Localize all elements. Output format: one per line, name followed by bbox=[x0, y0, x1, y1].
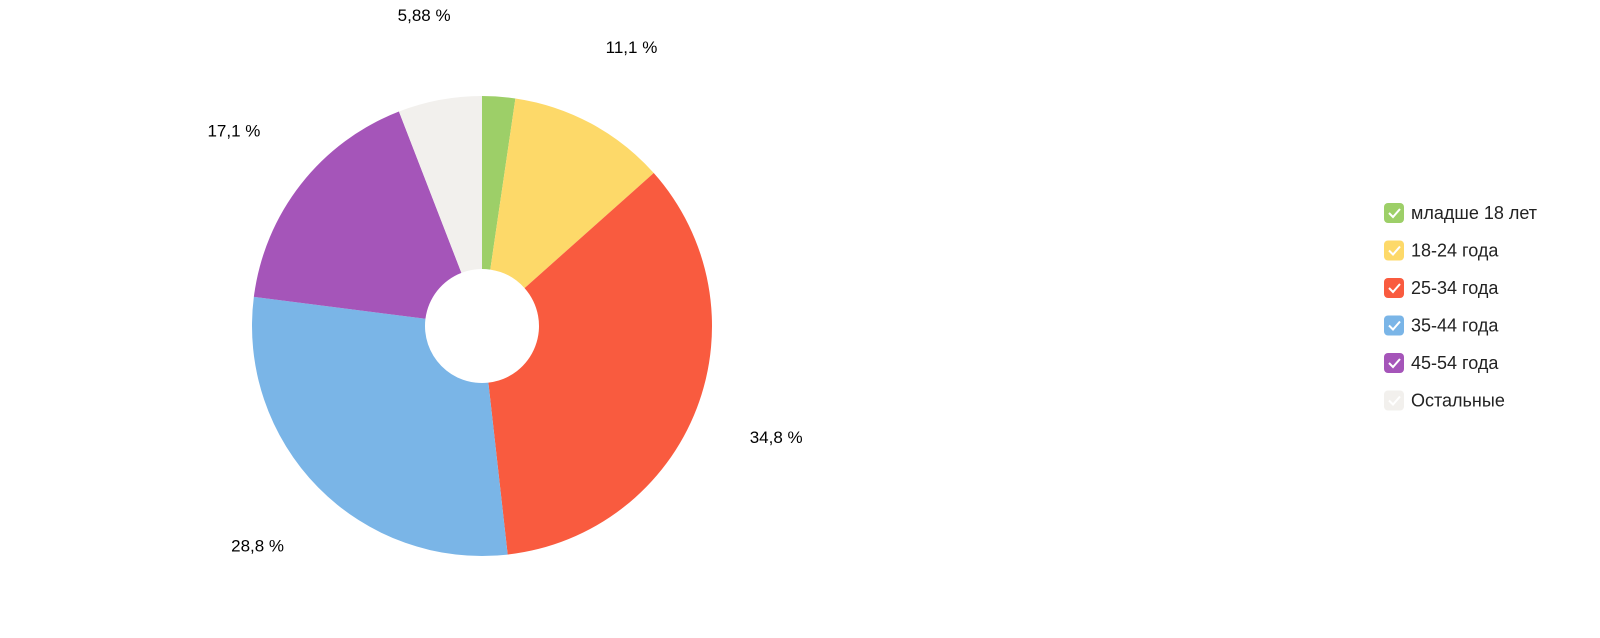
slice bbox=[488, 173, 712, 555]
legend-label: Остальные bbox=[1411, 390, 1505, 410]
value-label: 34,8 % bbox=[750, 428, 803, 447]
legend-checkbox[interactable] bbox=[1384, 353, 1404, 373]
legend-label: 45-54 года bbox=[1411, 353, 1499, 373]
legend-label: 35-44 года bbox=[1411, 315, 1499, 335]
slice bbox=[253, 111, 462, 319]
legend-item[interactable]: 45-54 года bbox=[1384, 353, 1499, 373]
legend-checkbox[interactable] bbox=[1384, 315, 1404, 336]
legend-item[interactable]: младше 18 лет bbox=[1384, 203, 1537, 223]
value-label: 11,1 % bbox=[606, 38, 658, 57]
value-label: 17,1 % bbox=[207, 121, 260, 140]
slice bbox=[482, 96, 516, 270]
legend-item[interactable]: 35-44 года bbox=[1384, 315, 1499, 336]
legend-check bbox=[1388, 208, 1401, 219]
legend-check bbox=[1388, 320, 1401, 331]
legend-label: 18-24 года bbox=[1411, 240, 1499, 260]
legend-checkbox[interactable] bbox=[1384, 278, 1404, 298]
legend-item[interactable]: Остальные bbox=[1384, 390, 1505, 411]
value-label: 28,8 % bbox=[231, 537, 284, 556]
legend-check bbox=[1388, 245, 1401, 256]
legend-check bbox=[1388, 283, 1401, 294]
value-label: 5,88 % bbox=[398, 6, 451, 25]
slice bbox=[490, 98, 654, 289]
legend-item[interactable]: 25-34 года bbox=[1384, 278, 1499, 298]
legend-checkbox[interactable] bbox=[1384, 203, 1404, 223]
legend-label: 25-34 года bbox=[1411, 278, 1499, 298]
legend-checkbox[interactable] bbox=[1384, 240, 1404, 261]
legend-check bbox=[1388, 358, 1401, 369]
legend-checkbox[interactable] bbox=[1384, 390, 1404, 411]
slice bbox=[251, 296, 508, 556]
legend-label: младше 18 лет bbox=[1411, 203, 1537, 223]
legend-item[interactable]: 18-24 года bbox=[1384, 240, 1499, 261]
slice bbox=[398, 96, 482, 273]
legend-check bbox=[1388, 395, 1401, 406]
